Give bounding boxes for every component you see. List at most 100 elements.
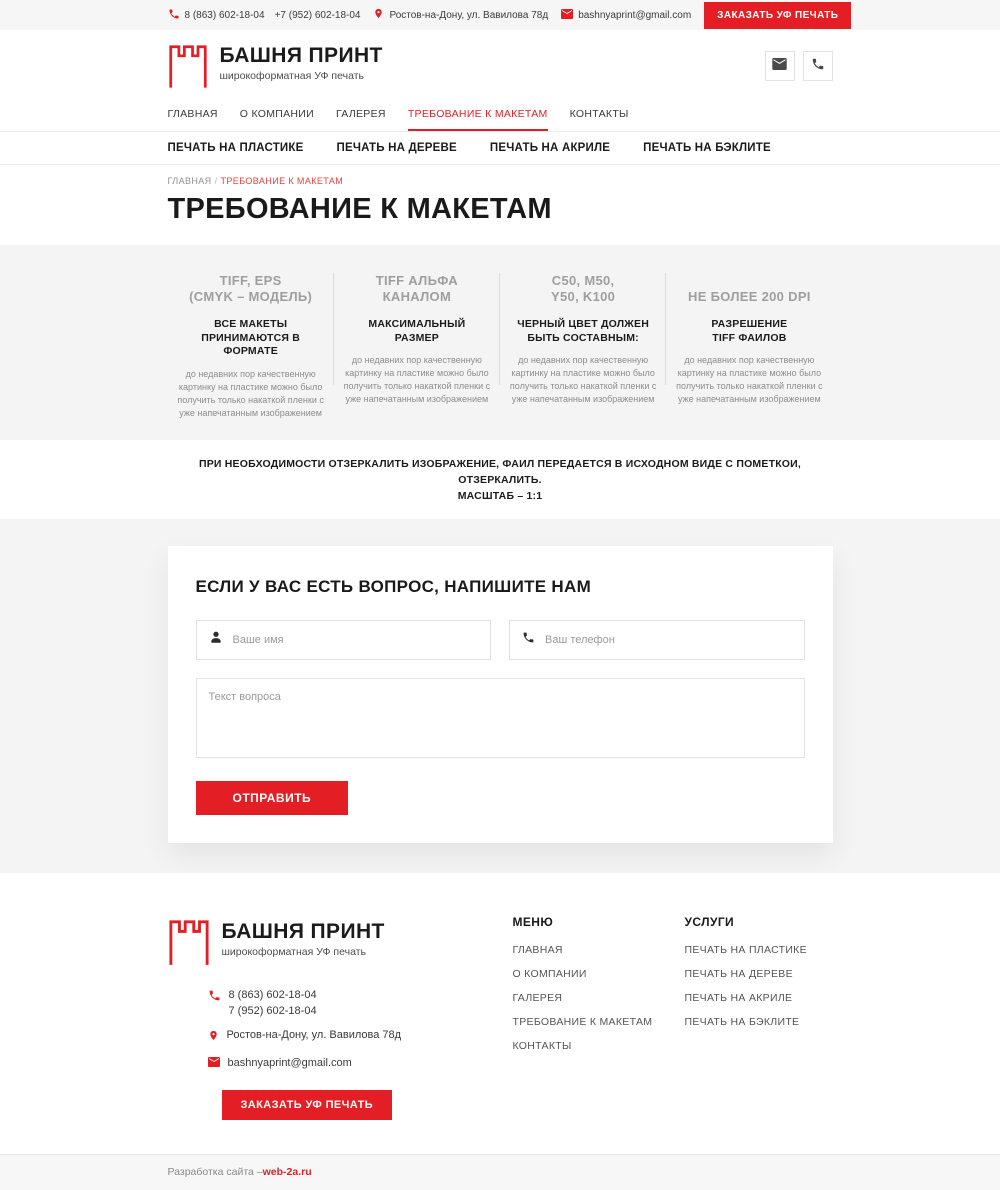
requirement-text: до недавних пор качественную картинку на…	[676, 355, 823, 405]
header-email-button[interactable]	[764, 51, 795, 81]
nav-item-glavnaya[interactable]: ГЛАВНАЯ	[167, 108, 218, 120]
requirement-label: ВСЕ МАКЕТЫ ПРИНИМАЮТСЯ В ФОРМАТЕ	[201, 318, 301, 358]
person-icon	[209, 630, 223, 650]
footer-menu-kontakty[interactable]: КОНТАКТЫ	[512, 1040, 572, 1053]
mirror-note-line-1: ПРИ НЕОБХОДИМОСТИ ОТЗЕРКАЛИТЬ ИЗОБРАЖЕНИ…	[198, 458, 802, 486]
footer-phone-2: 7 (952) 602-18-04	[228, 1005, 317, 1018]
logo[interactable]: БАШНЯ ПРИНТ широкоформатная УФ печать	[168, 39, 383, 94]
name-input[interactable]	[232, 634, 478, 647]
list-item: ТРЕБОВАНИЕ К МАКЕТАМ	[513, 1012, 685, 1030]
footer-email-label: bashnyaprint@gmail.com	[227, 1057, 352, 1070]
nav-item-o-kompanii[interactable]: О КОМПАНИИ	[239, 108, 314, 120]
location-pin-icon	[208, 1028, 219, 1048]
list-item: ПЕЧАТЬ НА ДЕРЕВЕ	[685, 964, 833, 982]
topbar-email[interactable]: bashnyaprint@gmail.com	[561, 8, 692, 22]
requirement-text: до недавних пор качественную картинку на…	[509, 355, 657, 405]
footer-menu-o-kompanii[interactable]: О КОМПАНИИ	[512, 968, 587, 981]
order-uv-print-button[interactable]: ЗАКАЗАТЬ УФ ПЕЧАТЬ	[704, 1, 852, 29]
submenu-item-akril[interactable]: ПЕЧАТЬ НА АКРИЛЕ	[489, 142, 611, 154]
footer-logo-title: БАШНЯ ПРИНТ	[221, 920, 385, 944]
footer-phones[interactable]: 8 (863) 602-18-04 7 (952) 602-18-04	[208, 988, 513, 1020]
footer-logo-subtitle: широкоформатная УФ печать	[221, 946, 366, 959]
topbar-phone-1[interactable]: 8 (863) 602-18-04	[168, 8, 265, 23]
breadcrumb-home[interactable]: ГЛАВНАЯ	[167, 176, 212, 186]
mirror-note-line-2: МАСШТАБ – 1:1	[457, 489, 543, 502]
requirement-text: до недавних пор качественную картинку на…	[343, 355, 491, 405]
site-footer: БАШНЯ ПРИНТ широкоформатная УФ печать 8 …	[0, 873, 1000, 1190]
tower-logo-icon	[168, 915, 210, 970]
phone-icon	[168, 8, 180, 23]
breadcrumb: ГЛАВНАЯ / ТРЕБОВАНИЕ К МАКЕТАМ	[168, 176, 833, 186]
requirement-value: TIFF, EPS (CMYK – МОДЕЛЬ)	[189, 272, 313, 304]
requirement-card-format: TIFF, EPS (CMYK – МОДЕЛЬ) ВСЕ МАКЕТЫ ПРИ…	[168, 271, 335, 420]
logo-title: БАШНЯ ПРИНТ	[219, 44, 383, 67]
list-item: КОНТАКТЫ	[513, 1036, 685, 1054]
footer-service-derevo[interactable]: ПЕЧАТЬ НА ДЕРЕВЕ	[684, 968, 793, 981]
footer-service-plastik[interactable]: ПЕЧАТЬ НА ПЛАСТИКЕ	[684, 944, 807, 957]
question-form-card: ЕСЛИ У ВАС ЕСТЬ ВОПРОС, НАПИШИТЕ НАМ ОТП…	[167, 546, 833, 844]
developer-link[interactable]: web-2a.ru	[262, 1166, 312, 1179]
list-item: ПЕЧАТЬ НА АКРИЛЕ	[685, 988, 833, 1006]
phone-input[interactable]	[545, 634, 792, 647]
phone-icon	[811, 57, 825, 76]
submenu-item-beklit[interactable]: ПЕЧАТЬ НА БЭКЛИТЕ	[643, 142, 771, 154]
list-item: О КОМПАНИИ	[513, 964, 685, 982]
name-field-wrap	[195, 620, 491, 661]
topbar-address: Ростов-на-Дону, ул. Вавилова 78д	[373, 7, 548, 23]
phone-icon	[208, 988, 221, 1020]
footer-service-beklit[interactable]: ПЕЧАТЬ НА БЭКЛИТЕ	[684, 1016, 800, 1029]
envelope-icon	[772, 57, 787, 75]
footer-menu-list: ГЛАВНАЯ О КОМПАНИИ ГАЛЕРЕЯ ТРЕБОВАНИЕ К …	[513, 940, 685, 1054]
main-nav: ГЛАВНАЯ О КОМПАНИИ ГАЛЕРЕЯ ТРЕБОВАНИЕ К …	[168, 108, 833, 131]
list-item: ГЛАВНАЯ	[513, 940, 685, 958]
footer-menu-galereya[interactable]: ГАЛЕРЕЯ	[512, 992, 563, 1005]
footer-services-title: УСЛУГИ	[684, 915, 735, 930]
list-item: ПЕЧАТЬ НА БЭКЛИТЕ	[685, 1012, 833, 1030]
footer-address: Ростов-на-Дону, ул. Вавилова 78д	[208, 1028, 513, 1048]
mirror-note: ПРИ НЕОБХОДИМОСТИ ОТЗЕРКАЛИТЬ ИЗОБРАЖЕНИ…	[0, 440, 1000, 519]
topbar-email-label: bashnyaprint@gmail.com	[578, 9, 692, 21]
footer-phone-1: 8 (863) 602-18-04	[228, 989, 317, 1002]
submit-button[interactable]: ОТПРАВИТЬ	[195, 781, 349, 816]
location-pin-icon	[373, 7, 384, 23]
requirement-label: МАКСИМАЛЬНЫЙ РАЗМЕР	[368, 318, 466, 344]
submenu-item-plastik[interactable]: ПЕЧАТЬ НА ПЛАСТИКЕ	[167, 142, 304, 154]
breadcrumb-separator: /	[214, 176, 218, 186]
requirement-label: ЧЕРНЫЙ ЦВЕТ ДОЛЖЕН БЫТЬ СОСТАВНЫМ:	[517, 318, 649, 344]
topbar-phone-2-label: +7 (952) 602-18-04	[274, 9, 361, 21]
footer-email[interactable]: bashnyaprint@gmail.com	[207, 1056, 513, 1073]
nav-item-galereya[interactable]: ГАЛЕРЕЯ	[336, 108, 386, 120]
requirement-value: НЕ БОЛЕЕ 200 DPI	[688, 288, 811, 304]
footer-services-list: ПЕЧАТЬ НА ПЛАСТИКЕ ПЕЧАТЬ НА ДЕРЕВЕ ПЕЧА…	[685, 940, 833, 1030]
developer-credit: Разработка сайта –	[167, 1166, 263, 1179]
question-textarea[interactable]	[195, 678, 805, 759]
footer-menu-glavnaya[interactable]: ГЛАВНАЯ	[512, 944, 563, 957]
requirement-label: РАЗРЕШЕНИЕ TIFF ФАИЛОВ	[711, 318, 788, 344]
footer-service-akril[interactable]: ПЕЧАТЬ НА АКРИЛЕ	[684, 992, 793, 1005]
site-header: БАШНЯ ПРИНТ широкоформатная УФ печать ГЛ…	[0, 30, 1000, 131]
list-item: ПЕЧАТЬ НА ПЛАСТИКЕ	[685, 940, 833, 958]
topbar-phone-2[interactable]: +7 (952) 602-18-04	[275, 10, 361, 21]
phone-field-wrap	[509, 620, 805, 661]
requirement-text: до недавних пор качественную картинку на…	[177, 368, 324, 419]
footer-logo[interactable]: БАШНЯ ПРИНТ широкоформатная УФ печать	[168, 915, 513, 970]
footer-menu-trebovanie[interactable]: ТРЕБОВАНИЕ К МАКЕТАМ	[512, 1016, 653, 1029]
header-phone-button[interactable]	[802, 51, 833, 81]
form-title: ЕСЛИ У ВАС ЕСТЬ ВОПРОС, НАПИШИТЕ НАМ	[195, 577, 592, 597]
logo-subtitle: широкоформатная УФ печать	[219, 70, 364, 83]
list-item: ГАЛЕРЕЯ	[513, 988, 685, 1006]
bottom-bar: Разработка сайта – web-2a.ru	[0, 1154, 1000, 1190]
submenu-item-derevo[interactable]: ПЕЧАТЬ НА ДЕРЕВЕ	[336, 142, 457, 154]
topbar-address-label: Ростов-на-Дону, ул. Вавилова 78д	[389, 9, 549, 21]
envelope-icon	[561, 8, 574, 22]
requirement-card-size: TIFF АЛЬФА КАНАЛОМ МАКСИМАЛЬНЫЙ РАЗМЕР д…	[334, 271, 501, 420]
page-title: ТРЕБОВАНИЕ К МАКЕТАМ	[167, 193, 552, 225]
breadcrumb-current: ТРЕБОВАНИЕ К МАКЕТАМ	[220, 176, 344, 186]
requirements-band: TIFF, EPS (CMYK – МОДЕЛЬ) ВСЕ МАКЕТЫ ПРИ…	[0, 245, 1000, 441]
nav-item-trebovanie-k-maketam[interactable]: ТРЕБОВАНИЕ К МАКЕТАМ	[407, 108, 548, 131]
nav-item-kontakty[interactable]: КОНТАКТЫ	[569, 108, 629, 120]
requirement-card-black: C50, M50, Y50, K100 ЧЕРНЫЙ ЦВЕТ ДОЛЖЕН Б…	[500, 271, 667, 420]
services-submenu: ПЕЧАТЬ НА ПЛАСТИКЕ ПЕЧАТЬ НА ДЕРЕВЕ ПЕЧА…	[0, 131, 1000, 165]
footer-order-uv-print-button[interactable]: ЗАКАЗАТЬ УФ ПЕЧАТЬ	[221, 1090, 393, 1121]
requirement-value: C50, M50, Y50, K100	[551, 272, 616, 304]
